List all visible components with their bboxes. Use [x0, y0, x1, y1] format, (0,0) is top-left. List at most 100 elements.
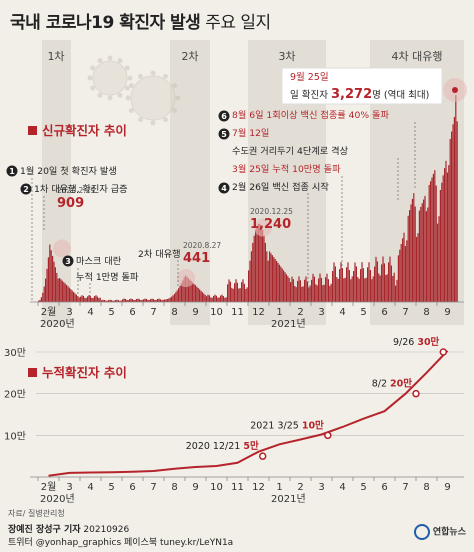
x-tick-label: 5 — [360, 482, 366, 493]
peak-value: 1,240 — [250, 217, 291, 232]
new-cases-bar — [99, 297, 101, 302]
record-suffix: 명 (역대 최대) — [372, 90, 429, 101]
new-cases-bar — [115, 300, 117, 302]
new-cases-bar — [277, 262, 279, 302]
credits-date: 20210926 — [83, 525, 130, 535]
new-cases-bar — [424, 195, 426, 302]
new-cases-bar — [186, 276, 188, 302]
new-cases-bar — [81, 295, 83, 302]
event-number-badge — [6, 165, 18, 177]
new-cases-bar — [274, 259, 276, 302]
cum-milestone-label: 9/26 30만 — [393, 336, 440, 348]
new-cases-bar — [395, 285, 397, 302]
new-cases-bar — [214, 294, 216, 302]
new-cases-bar — [173, 293, 175, 302]
new-cases-bar — [66, 284, 68, 302]
event-number-badge — [218, 110, 230, 122]
x-tick-label: 2 — [297, 482, 303, 493]
x-tick-label: 10 — [210, 482, 223, 493]
new-cases-bar — [52, 255, 54, 302]
new-cases-bar — [403, 232, 405, 302]
new-cases-bar — [217, 297, 219, 302]
new-cases-bar — [382, 256, 384, 302]
new-cases-bar — [208, 295, 210, 302]
new-cases-bar — [448, 165, 450, 302]
new-cases-bar — [221, 294, 223, 302]
event-text: 7월 12일 — [232, 127, 269, 139]
new-cases-bar — [341, 268, 343, 302]
virus-spike — [97, 58, 103, 64]
peak-value: 441 — [183, 251, 210, 266]
new-cases-bar — [218, 297, 220, 302]
new-cases-bar — [402, 238, 404, 302]
wave-label-2: 2차 — [181, 50, 198, 63]
new-cases-bar — [238, 288, 240, 302]
event-number: 1 — [9, 167, 15, 176]
new-cases-bar — [43, 286, 45, 302]
event-number-badge — [218, 128, 230, 140]
new-cases-bar — [201, 292, 203, 302]
new-cases-bar — [180, 283, 182, 302]
new-cases-bar — [59, 277, 61, 302]
virus-spike — [128, 83, 134, 88]
new-cases-bar — [56, 272, 58, 302]
new-cases-bar — [347, 262, 349, 302]
new-cases-bar — [206, 296, 208, 302]
new-cases-bar — [108, 300, 110, 302]
new-cases-bar — [89, 296, 91, 302]
cum-milestone-dot — [412, 389, 420, 398]
new-cases-bar — [407, 215, 409, 302]
cum-milestone-dot — [258, 452, 267, 460]
year-label-2021: 2021년 — [271, 493, 306, 505]
new-cases-bar — [368, 262, 370, 302]
peak-halo — [53, 239, 71, 258]
event-text: 1차 대유행, 확진자 급증 — [34, 183, 128, 195]
x-tick-label: 9 — [444, 307, 450, 318]
new-cases-bar — [330, 283, 332, 302]
new-cases-bar — [171, 296, 173, 302]
new-cases-bar — [449, 138, 451, 302]
new-cases-bar — [262, 229, 264, 302]
new-cases-bar — [47, 257, 49, 302]
new-cases-bar — [322, 285, 324, 302]
new-cases-bar — [144, 298, 146, 302]
new-cases-bar — [243, 283, 245, 302]
new-cases-bar — [84, 297, 86, 302]
new-cases-bar — [287, 276, 289, 302]
new-cases-bar — [192, 282, 194, 302]
new-cases-bar — [385, 274, 387, 302]
new-cases-bar — [371, 279, 373, 302]
new-cases-bar — [406, 240, 408, 302]
new-cases-bar — [130, 298, 132, 302]
new-cases-bar — [151, 298, 153, 302]
wave-label-1: 1차 — [47, 50, 64, 63]
virus-spike — [107, 95, 113, 101]
new-cases-bar — [320, 277, 322, 302]
x-tick-label: 5 — [360, 307, 366, 318]
new-cases-bar — [235, 279, 237, 302]
new-cases-bar — [136, 299, 138, 302]
new-cases-bar — [325, 277, 327, 302]
new-cases-bar — [404, 246, 406, 302]
new-cases-bar — [61, 280, 63, 302]
virus-spike — [150, 70, 156, 76]
new-cases-bar — [343, 278, 345, 302]
new-cases-bar — [239, 288, 241, 302]
x-tick-label: 8 — [423, 482, 429, 493]
x-tick-label: 3 — [318, 307, 324, 318]
credits-names: 장예진 장성구 기자 — [8, 525, 81, 535]
new-cases-bar — [63, 282, 65, 302]
x-tick-label: 4 — [87, 307, 93, 318]
new-cases-bar — [326, 273, 328, 302]
x-tick-label: 9 — [444, 482, 450, 493]
new-cases-bar — [143, 299, 145, 302]
x-tick-label: 7 — [150, 482, 156, 493]
new-cases-bar — [318, 278, 320, 302]
virus-spike — [107, 55, 113, 61]
new-cases-bar — [383, 263, 385, 302]
new-cases-bar — [288, 277, 290, 302]
page-title: 국내 코로나19 확진자 발생 주요 일지 — [10, 8, 271, 33]
new-cases-bar — [364, 278, 366, 302]
cum-milestone-date: 2020 12/21 — [186, 441, 244, 452]
